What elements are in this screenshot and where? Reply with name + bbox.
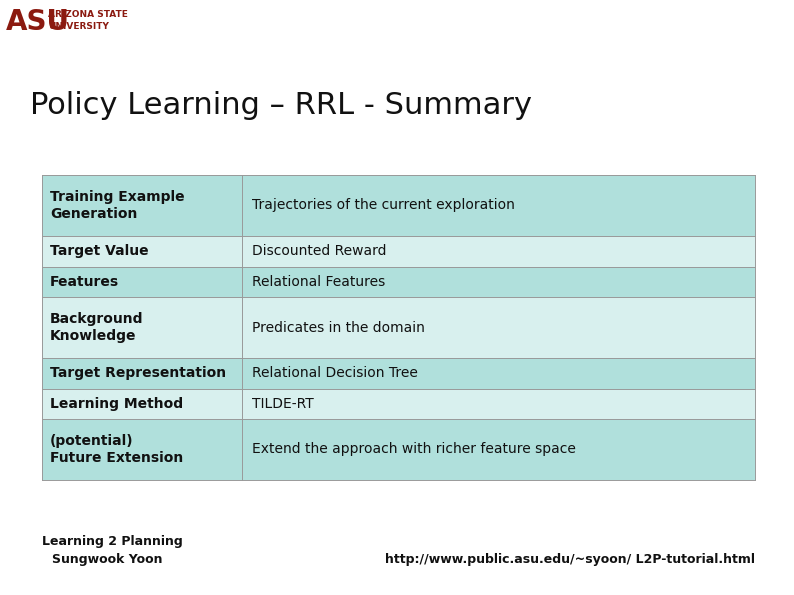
Text: Policy Learning – RRL - Summary: Policy Learning – RRL - Summary [30, 91, 532, 120]
Text: Target Representation: Target Representation [50, 367, 226, 380]
Text: Trajectories of the current exploration: Trajectories of the current exploration [252, 199, 515, 212]
Bar [242, 358, 755, 389]
Bar [242, 236, 755, 267]
Text: ARIZONA STATE
UNIVERSITY: ARIZONA STATE UNIVERSITY [48, 10, 128, 31]
Text: Relational Decision Tree: Relational Decision Tree [252, 367, 418, 380]
Text: Training Example
Generation: Training Example Generation [50, 190, 185, 221]
Text: TILDE-RT: TILDE-RT [252, 397, 314, 411]
Text: Relational Features: Relational Features [252, 275, 385, 289]
Text: Learning 2 Planning: Learning 2 Planning [42, 535, 183, 548]
Text: Background
Knowledge: Background Knowledge [50, 312, 144, 343]
Text: http://www.public.asu.edu/~syoon/ L2P-tutorial.html: http://www.public.asu.edu/~syoon/ L2P-tu… [385, 553, 755, 566]
Bar [42, 358, 242, 389]
Bar [42, 419, 242, 480]
Bar [242, 175, 755, 236]
Bar [42, 297, 242, 358]
Bar [42, 267, 242, 297]
Text: Learning Method: Learning Method [50, 397, 183, 411]
Bar [42, 389, 242, 419]
Bar [42, 236, 242, 267]
Bar [242, 267, 755, 297]
Bar [242, 419, 755, 480]
Bar [242, 297, 755, 358]
Bar [242, 389, 755, 419]
Text: Predicates in the domain: Predicates in the domain [252, 321, 425, 334]
Text: (potential)
Future Extension: (potential) Future Extension [50, 434, 183, 465]
Text: Extend the approach with richer feature space: Extend the approach with richer feature … [252, 443, 576, 456]
Bar [42, 175, 242, 236]
Text: ASU: ASU [6, 8, 70, 36]
Text: Features: Features [50, 275, 119, 289]
Text: Sungwook Yoon: Sungwook Yoon [52, 553, 163, 566]
Text: Discounted Reward: Discounted Reward [252, 245, 387, 258]
Text: Target Value: Target Value [50, 245, 148, 258]
